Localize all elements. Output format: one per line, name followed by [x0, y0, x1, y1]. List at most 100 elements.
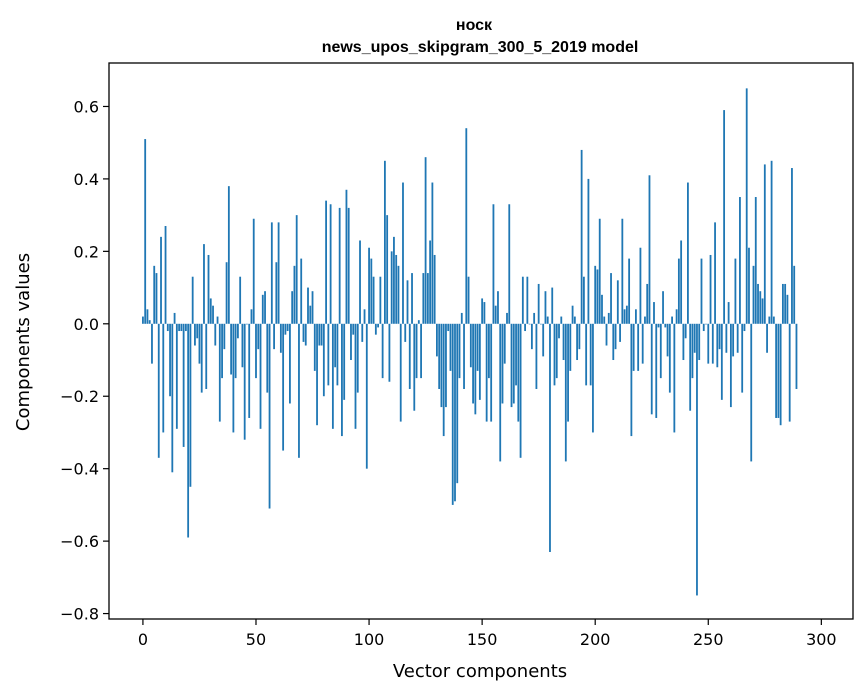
bar-component-70 — [300, 258, 303, 324]
bar-component-255 — [718, 323, 721, 350]
bar-component-41 — [234, 323, 237, 379]
bar-component-221 — [641, 323, 644, 364]
bar-component-285 — [786, 294, 789, 324]
bar-component-6 — [155, 273, 158, 324]
bar-component-53 — [261, 294, 264, 324]
bar-component-59 — [275, 262, 278, 324]
bar-component-252 — [711, 323, 714, 364]
bar-component-278 — [770, 160, 773, 324]
bar-component-150 — [481, 298, 484, 324]
bar-component-161 — [506, 312, 508, 324]
y-axis-label: Components values — [13, 253, 34, 431]
bar-component-250 — [707, 323, 710, 364]
bar-component-46 — [246, 323, 248, 325]
bar-component-90 — [345, 189, 348, 324]
bar-component-9 — [162, 323, 165, 433]
bar-component-232 — [666, 323, 669, 357]
bar-component-52 — [259, 323, 262, 429]
bar-component-83 — [329, 204, 332, 324]
bar-component-15 — [175, 323, 178, 429]
bar-component-48 — [250, 309, 253, 324]
bar-component-267 — [745, 88, 748, 324]
bar-component-175 — [537, 283, 540, 324]
bars-group — [142, 88, 798, 596]
bar-component-274 — [761, 298, 764, 324]
bar-component-51 — [257, 323, 260, 350]
bar-component-49 — [252, 218, 255, 324]
bar-component-224 — [648, 175, 651, 324]
bar-component-28 — [205, 323, 208, 389]
bar-component-100 — [368, 247, 370, 324]
bar-component-20 — [187, 323, 190, 538]
bar-component-73 — [307, 287, 309, 324]
x-tick-label: 50 — [246, 630, 266, 649]
chart-title-model: news_upos_skipgram_300_5_2019 model — [322, 39, 639, 56]
bar-component-241 — [687, 182, 689, 324]
bar-component-220 — [639, 247, 642, 324]
bar-component-214 — [625, 305, 628, 324]
bar-component-253 — [714, 222, 716, 324]
bar-component-71 — [302, 323, 305, 342]
bar-component-187 — [564, 323, 567, 462]
bar-component-160 — [503, 323, 506, 364]
bar-component-234 — [671, 316, 673, 324]
bar-component-197 — [587, 178, 590, 324]
bar-component-283 — [781, 283, 784, 324]
bar-component-85 — [334, 323, 337, 368]
bar-component-266 — [743, 323, 746, 332]
bar-component-212 — [621, 218, 624, 324]
bar-component-10 — [164, 226, 167, 324]
bar-component-264 — [739, 197, 741, 324]
y-tick-label: −0.4 — [60, 460, 99, 479]
y-tick-label: 0.0 — [74, 315, 99, 334]
bar-component-64 — [286, 323, 289, 332]
bar-component-132 — [440, 323, 443, 408]
bar-component-103 — [374, 323, 377, 335]
bar-component-188 — [567, 323, 569, 422]
bar-component-166 — [517, 323, 520, 422]
bar-component-43 — [239, 276, 242, 324]
x-tick-label: 250 — [693, 630, 724, 649]
bar-component-270 — [752, 265, 755, 324]
bar-component-244 — [693, 323, 696, 353]
bar-component-117 — [406, 280, 409, 324]
y-tick-label: 0.6 — [74, 97, 99, 116]
bar-component-235 — [673, 323, 676, 433]
bar-component-110 — [390, 251, 393, 324]
bar-component-205 — [605, 323, 608, 346]
bar-component-13 — [171, 323, 174, 473]
bar-component-92 — [350, 323, 352, 361]
bar-component-154 — [490, 323, 493, 422]
bar-component-271 — [754, 197, 757, 324]
bar-component-138 — [454, 323, 456, 502]
x-tick-label: 200 — [580, 630, 611, 649]
bar-component-153 — [488, 323, 490, 379]
bar-component-18 — [182, 323, 185, 447]
bar-component-11 — [166, 323, 169, 332]
bar-component-62 — [282, 323, 285, 451]
bar-component-260 — [729, 323, 732, 408]
bar-component-33 — [216, 316, 219, 324]
bar-component-193 — [578, 323, 581, 350]
bar-component-273 — [759, 291, 762, 324]
bar-component-219 — [637, 323, 640, 371]
bar-component-7 — [157, 323, 160, 458]
bar-component-96 — [359, 240, 361, 324]
bar-component-19 — [184, 323, 187, 332]
bar-component-142 — [463, 323, 465, 389]
bar-component-230 — [662, 291, 664, 324]
bar-component-32 — [214, 323, 217, 346]
bar-component-39 — [230, 323, 233, 375]
bar-component-269 — [750, 323, 753, 462]
bar-component-63 — [284, 323, 287, 335]
x-tick-label: 100 — [354, 630, 385, 649]
bar-component-36 — [223, 323, 226, 350]
bar-component-213 — [623, 309, 626, 324]
bar-component-131 — [438, 323, 441, 389]
bar-component-75 — [311, 291, 314, 324]
bar-component-126 — [426, 273, 429, 324]
bar-component-178 — [544, 291, 547, 324]
bar-component-1 — [144, 139, 147, 324]
bar-component-196 — [585, 323, 588, 386]
